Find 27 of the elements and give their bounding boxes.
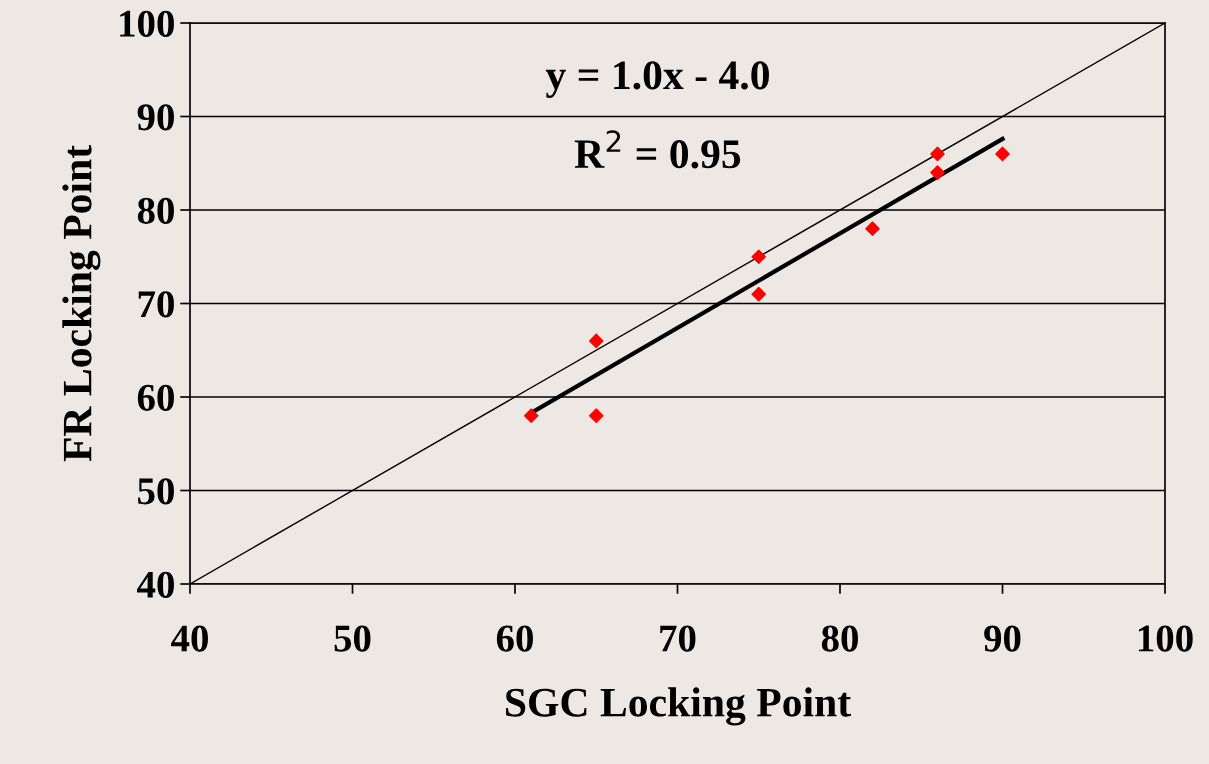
point	[588, 333, 604, 349]
point	[865, 221, 880, 236]
point	[930, 165, 945, 180]
x-tick-label: 40	[171, 625, 208, 652]
point	[995, 146, 1010, 162]
x-axis-title: SGC Locking Point	[506, 687, 851, 726]
x-tick-label: 100	[1138, 625, 1193, 652]
y-tick-label: 70	[138, 291, 174, 318]
point	[751, 249, 767, 265]
point	[751, 286, 767, 302]
y-tick-label: 90	[137, 104, 174, 131]
y-tick-label: 50	[138, 478, 174, 505]
x-tick-label: 50	[334, 625, 371, 652]
point	[523, 408, 539, 423]
y-tick-label: 80	[137, 197, 174, 224]
point	[930, 146, 945, 162]
y-tick-label: 40	[137, 571, 174, 598]
point	[588, 408, 604, 423]
annotation: y = 1.0x - 4.0	[545, 61, 769, 98]
y-tick-label: 60	[137, 384, 174, 411]
y-axis-title: FR Locking Point	[62, 145, 101, 462]
x-tick-label: 90	[984, 625, 1021, 652]
x-tick-label: 60	[496, 625, 533, 652]
y-tick-label: 100	[120, 10, 174, 37]
x-tick-label: 70	[660, 625, 696, 652]
annotation: R$^{2}$ = 0.95	[574, 130, 741, 169]
x-tick-label: 80	[821, 625, 858, 652]
